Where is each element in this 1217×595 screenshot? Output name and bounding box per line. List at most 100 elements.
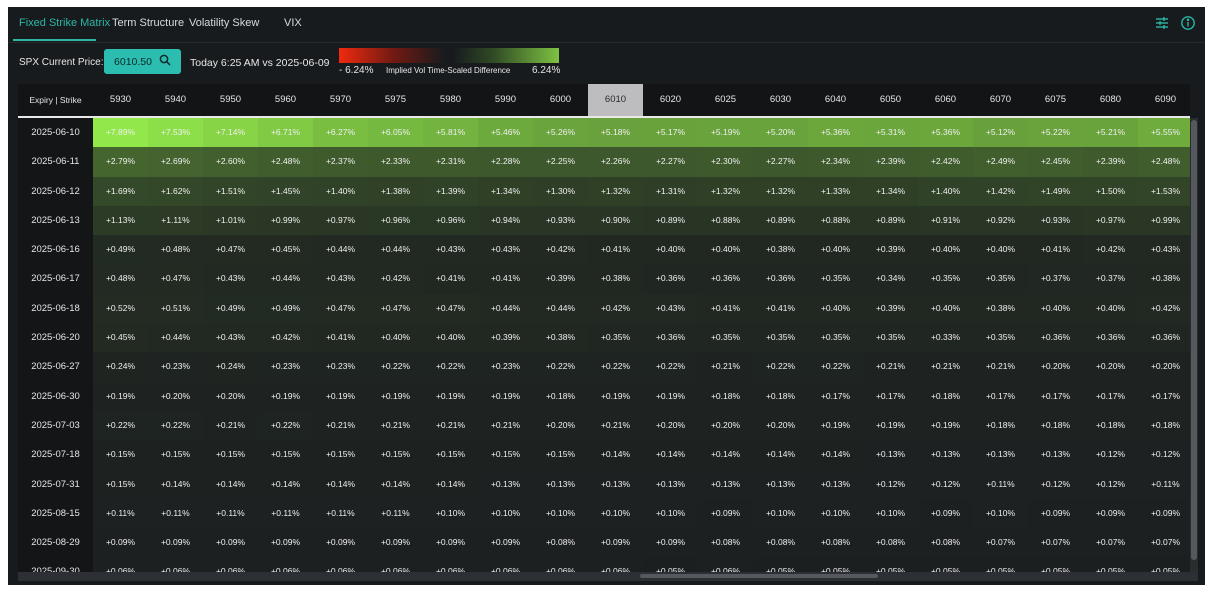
- iv-diff-cell[interactable]: +6.27%: [313, 118, 368, 148]
- iv-diff-cell[interactable]: +0.06%: [588, 557, 643, 572]
- iv-diff-cell[interactable]: +0.40%: [808, 235, 863, 265]
- iv-diff-cell[interactable]: +0.44%: [258, 264, 313, 294]
- iv-diff-cell[interactable]: +0.23%: [148, 352, 203, 382]
- iv-diff-cell[interactable]: +0.15%: [93, 440, 148, 470]
- iv-diff-cell[interactable]: +0.14%: [643, 440, 698, 470]
- iv-diff-cell[interactable]: +0.44%: [148, 323, 203, 353]
- iv-diff-cell[interactable]: +0.19%: [258, 381, 313, 411]
- iv-diff-cell[interactable]: +1.51%: [203, 176, 258, 206]
- iv-diff-cell[interactable]: +0.13%: [808, 469, 863, 499]
- iv-diff-cell[interactable]: +0.09%: [93, 528, 148, 558]
- strike-header[interactable]: 6010: [588, 84, 643, 116]
- iv-diff-cell[interactable]: +0.89%: [863, 205, 918, 236]
- iv-diff-cell[interactable]: +0.41%: [478, 264, 533, 294]
- strike-header[interactable]: 6040: [824, 94, 847, 105]
- iv-diff-cell[interactable]: +0.36%: [1028, 323, 1083, 353]
- iv-diff-cell[interactable]: +0.15%: [478, 440, 533, 470]
- iv-diff-cell[interactable]: +0.18%: [973, 410, 1028, 441]
- iv-diff-cell[interactable]: +5.26%: [533, 118, 588, 148]
- iv-diff-cell[interactable]: +0.40%: [1028, 293, 1083, 324]
- iv-diff-cell[interactable]: +0.22%: [533, 352, 588, 382]
- iv-diff-cell[interactable]: +0.41%: [423, 264, 478, 294]
- iv-diff-cell[interactable]: +0.09%: [478, 528, 533, 558]
- iv-diff-cell[interactable]: +6.05%: [368, 118, 423, 148]
- iv-diff-cell[interactable]: +0.22%: [753, 352, 808, 382]
- iv-diff-cell[interactable]: +1.40%: [918, 176, 973, 206]
- iv-diff-cell[interactable]: +0.13%: [863, 440, 918, 470]
- iv-diff-cell[interactable]: +0.40%: [918, 293, 973, 324]
- iv-diff-cell[interactable]: +2.31%: [423, 147, 478, 177]
- iv-diff-cell[interactable]: +0.20%: [1138, 352, 1190, 382]
- iv-diff-cell[interactable]: +0.48%: [148, 235, 203, 265]
- iv-diff-cell[interactable]: +0.05%: [808, 557, 863, 572]
- strike-header[interactable]: 6060: [934, 94, 957, 105]
- iv-diff-cell[interactable]: +0.09%: [423, 528, 478, 558]
- iv-diff-cell[interactable]: +0.15%: [533, 440, 588, 470]
- iv-diff-cell[interactable]: +0.36%: [1083, 323, 1138, 353]
- iv-diff-cell[interactable]: +0.36%: [1138, 323, 1190, 353]
- iv-diff-cell[interactable]: +2.60%: [203, 147, 258, 177]
- iv-diff-cell[interactable]: +0.43%: [423, 235, 478, 265]
- iv-diff-cell[interactable]: +0.39%: [533, 264, 588, 294]
- iv-diff-cell[interactable]: +0.17%: [1138, 381, 1190, 411]
- iv-diff-cell[interactable]: +0.40%: [918, 235, 973, 265]
- iv-diff-cell[interactable]: +2.27%: [643, 147, 698, 177]
- iv-diff-cell[interactable]: +0.48%: [93, 264, 148, 294]
- iv-diff-cell[interactable]: +0.43%: [203, 264, 258, 294]
- iv-diff-cell[interactable]: +0.44%: [368, 235, 423, 265]
- iv-diff-cell[interactable]: +0.99%: [1138, 205, 1190, 236]
- tab-vix[interactable]: VIX: [284, 17, 302, 29]
- iv-diff-cell[interactable]: +5.36%: [918, 118, 973, 148]
- iv-diff-cell[interactable]: +0.10%: [753, 498, 808, 529]
- iv-diff-cell[interactable]: +0.41%: [313, 323, 368, 353]
- iv-diff-cell[interactable]: +0.06%: [478, 557, 533, 572]
- iv-diff-cell[interactable]: +5.36%: [808, 118, 863, 148]
- iv-diff-cell[interactable]: +0.09%: [918, 498, 973, 529]
- iv-diff-cell[interactable]: +2.27%: [753, 147, 808, 177]
- iv-diff-cell[interactable]: +2.34%: [808, 147, 863, 177]
- info-icon[interactable]: [1180, 15, 1196, 31]
- strike-header[interactable]: 6020: [659, 94, 682, 105]
- iv-diff-cell[interactable]: +5.12%: [973, 118, 1028, 148]
- iv-diff-cell[interactable]: +0.40%: [698, 235, 753, 265]
- iv-diff-cell[interactable]: +0.33%: [918, 323, 973, 353]
- iv-diff-cell[interactable]: +0.06%: [148, 557, 203, 572]
- iv-diff-cell[interactable]: +0.08%: [918, 528, 973, 558]
- iv-diff-cell[interactable]: +1.49%: [1028, 176, 1083, 206]
- iv-diff-cell[interactable]: +0.35%: [973, 323, 1028, 353]
- iv-diff-cell[interactable]: +0.40%: [808, 293, 863, 324]
- iv-diff-cell[interactable]: +0.17%: [808, 381, 863, 411]
- iv-diff-cell[interactable]: +0.08%: [863, 528, 918, 558]
- iv-diff-cell[interactable]: +0.06%: [313, 557, 368, 572]
- iv-diff-cell[interactable]: +0.40%: [368, 323, 423, 353]
- iv-diff-cell[interactable]: +0.38%: [973, 293, 1028, 324]
- strike-header[interactable]: 5950: [219, 94, 242, 105]
- iv-diff-cell[interactable]: +2.33%: [368, 147, 423, 177]
- tab-fixed-strike-matrix[interactable]: Fixed Strike Matrix: [19, 17, 111, 29]
- iv-diff-cell[interactable]: +1.32%: [753, 176, 808, 206]
- iv-diff-cell[interactable]: +0.15%: [368, 440, 423, 470]
- horizontal-scroll-thumb[interactable]: [640, 574, 878, 578]
- iv-diff-cell[interactable]: +1.34%: [863, 176, 918, 206]
- iv-diff-cell[interactable]: +0.21%: [698, 352, 753, 382]
- iv-diff-cell[interactable]: +0.45%: [258, 235, 313, 265]
- iv-diff-cell[interactable]: +1.13%: [93, 205, 148, 236]
- iv-diff-cell[interactable]: +0.09%: [1138, 498, 1190, 529]
- iv-diff-cell[interactable]: +0.88%: [698, 205, 753, 236]
- strike-header[interactable]: 6025: [714, 94, 737, 105]
- iv-diff-cell[interactable]: +0.14%: [313, 469, 368, 499]
- iv-diff-cell[interactable]: +0.08%: [808, 528, 863, 558]
- iv-diff-cell[interactable]: +1.30%: [533, 176, 588, 206]
- iv-diff-cell[interactable]: +1.53%: [1138, 176, 1190, 206]
- iv-diff-cell[interactable]: +0.40%: [423, 323, 478, 353]
- iv-diff-cell[interactable]: +0.21%: [588, 410, 643, 441]
- strike-header[interactable]: 6070: [989, 94, 1012, 105]
- iv-diff-cell[interactable]: +0.18%: [1028, 410, 1083, 441]
- iv-diff-cell[interactable]: +2.26%: [588, 147, 643, 177]
- iv-diff-cell[interactable]: +0.19%: [918, 410, 973, 441]
- iv-diff-cell[interactable]: +0.05%: [973, 557, 1028, 572]
- iv-diff-cell[interactable]: +0.20%: [1083, 352, 1138, 382]
- strike-header[interactable]: 5960: [274, 94, 297, 105]
- iv-diff-cell[interactable]: +6.71%: [258, 118, 313, 148]
- iv-diff-cell[interactable]: +0.89%: [643, 205, 698, 236]
